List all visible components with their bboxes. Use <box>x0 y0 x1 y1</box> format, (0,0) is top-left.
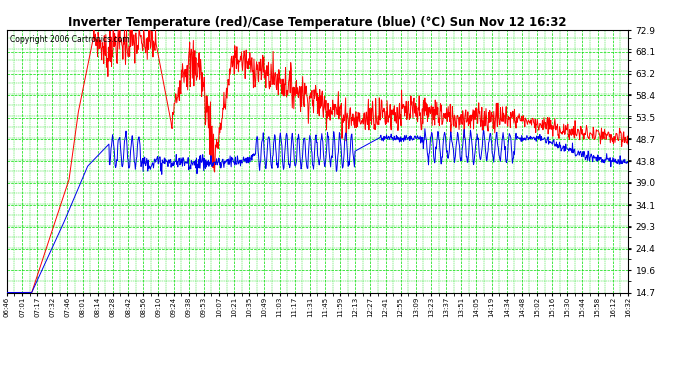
Title: Inverter Temperature (red)/Case Temperature (blue) (°C) Sun Nov 12 16:32: Inverter Temperature (red)/Case Temperat… <box>68 16 566 29</box>
Text: Copyright 2006 Cartronics.com: Copyright 2006 Cartronics.com <box>10 35 130 44</box>
